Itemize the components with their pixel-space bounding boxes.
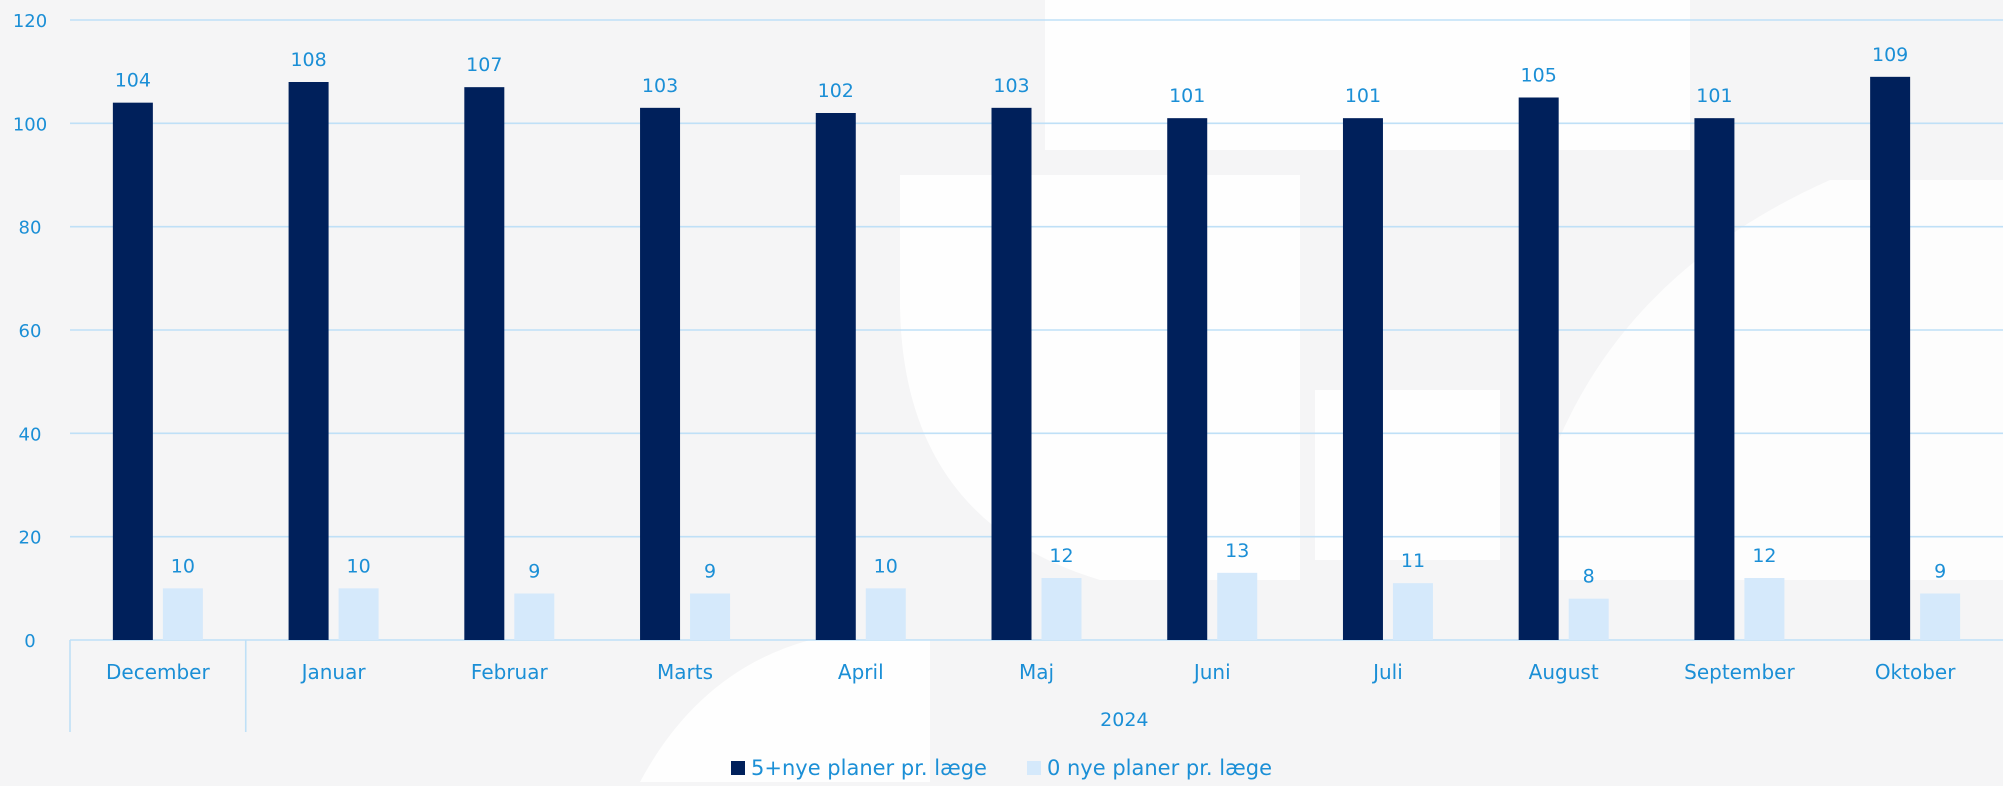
y-axis: 0 20 40 60 80 100 120 (13, 11, 47, 652)
bar-five-plus-maj (991, 107, 1032, 641)
data-label: 9 (528, 561, 540, 583)
x-group-label: 2024 (1100, 709, 1148, 731)
bar-zero-december (162, 588, 203, 640)
data-label: 8 (1583, 566, 1595, 588)
bar-zero-oktober (1920, 593, 1961, 640)
bar-five-plus-juni (1167, 118, 1208, 640)
y-tick-label: 0 (24, 631, 35, 652)
bar-five-plus-april (815, 113, 856, 640)
y-tick-label: 20 (19, 528, 42, 549)
data-label: 9 (704, 561, 716, 583)
data-label: 102 (818, 80, 854, 102)
bar-five-plus-december (112, 102, 153, 640)
x-tick-label: Marts (657, 660, 713, 684)
x-axis: December Januar Februar Marts April Maj Juni Ju… (69, 640, 1956, 732)
bar-five-plus-februar (464, 87, 505, 640)
data-label: 12 (1752, 545, 1776, 567)
bars (112, 76, 1961, 641)
x-tick-label: Oktober (1875, 660, 1956, 684)
data-label: 10 (171, 555, 195, 577)
grid-lines (70, 19, 2003, 641)
watermark-shape (1520, 180, 2003, 580)
bar-zero-februar (514, 593, 555, 640)
bar-zero-januar (338, 588, 379, 640)
bar-five-plus-januar (288, 82, 329, 640)
y-tick-label: 100 (13, 114, 47, 135)
x-tick-label: Juni (1192, 660, 1231, 684)
legend-label: 0 nye planer pr. læge (1046, 756, 1272, 780)
data-labels: 104 10 108 10 107 9 103 9 102 10 103 12 101 13 101 11 10… (115, 44, 1946, 588)
bar-zero-august (1568, 598, 1609, 640)
x-tick-label: Januar (300, 660, 367, 684)
data-label: 12 (1049, 545, 1073, 567)
x-tick-label: August (1529, 660, 1599, 684)
bar-zero-september (1744, 578, 1785, 640)
data-label: 108 (290, 49, 326, 71)
data-label: 11 (1401, 550, 1425, 572)
watermark-shape (900, 175, 1300, 580)
legend-label: 5+nye planer pr. læge (751, 756, 987, 780)
bar-five-plus-august (1518, 97, 1559, 640)
data-label: 13 (1225, 540, 1249, 562)
bar-five-plus-juli (1342, 118, 1383, 640)
legend-item: 5+nye planer pr. læge (731, 756, 987, 780)
data-label: 104 (115, 70, 151, 92)
y-tick-label: 40 (19, 424, 42, 445)
x-tick-label: Februar (471, 660, 549, 684)
data-label: 101 (1345, 85, 1381, 107)
y-tick-label: 80 (19, 218, 42, 239)
legend-item: 0 nye planer pr. læge (1026, 756, 1272, 780)
x-tick-label: Maj (1019, 660, 1054, 684)
bar-five-plus-oktober (1870, 76, 1911, 641)
legend: 5+nye planer pr. læge 0 nye planer pr. læ… (0, 756, 2003, 780)
x-tick-label: Juli (1371, 660, 1403, 684)
y-tick-label: 120 (13, 11, 47, 32)
legend-swatch (1026, 761, 1041, 775)
bar-zero-april (865, 588, 906, 640)
data-label: 103 (993, 75, 1029, 97)
y-tick-label: 60 (19, 321, 42, 342)
data-label: 101 (1169, 85, 1205, 107)
bar-five-plus-marts (640, 107, 681, 641)
data-label: 107 (466, 54, 502, 76)
x-tick-label: April (838, 660, 884, 684)
data-label: 9 (1934, 561, 1946, 583)
data-label: 101 (1696, 85, 1732, 107)
data-label: 103 (642, 75, 678, 97)
data-label: 109 (1872, 44, 1908, 66)
watermark-shape (640, 640, 930, 782)
data-label: 105 (1521, 65, 1557, 87)
legend-swatch (731, 761, 745, 775)
bar-zero-juli (1392, 583, 1433, 640)
bar-five-plus-september (1694, 118, 1735, 640)
x-tick-label: December (106, 660, 210, 684)
bar-zero-maj (1041, 578, 1082, 640)
x-tick-label: September (1684, 660, 1795, 684)
bar-zero-juni (1217, 572, 1258, 640)
data-label: 10 (346, 555, 370, 577)
watermark-shape (1315, 390, 1500, 560)
bar-zero-marts (690, 593, 731, 640)
data-label: 10 (874, 555, 898, 577)
